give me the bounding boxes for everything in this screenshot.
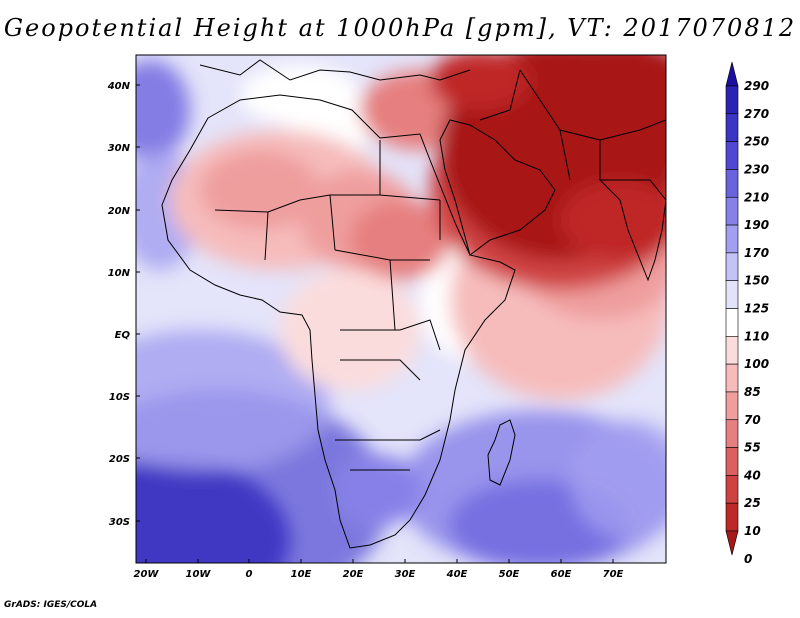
madagascar-coastline — [487, 419, 516, 486]
colorbar-label-250: 250 — [744, 135, 769, 149]
colorbar-segments — [725, 61, 739, 556]
colorbar-swatch-85 — [725, 363, 739, 393]
height-field — [136, 55, 666, 563]
colorbar-swatch-125 — [725, 280, 739, 309]
colorbar-label-0: 0 — [744, 552, 752, 566]
colorbar-labels: 2902702502302101901701501251101008570554… — [743, 79, 769, 566]
lat-label-20n: 20N — [108, 206, 131, 217]
lat-label-30s: 30S — [109, 517, 130, 528]
colorbar-swatch-290 — [725, 61, 739, 87]
colorbar-label-210: 210 — [744, 190, 769, 204]
lon-label-0: 0 — [246, 569, 253, 580]
country-borders — [214, 140, 441, 471]
lon-label-20e: 20E — [343, 569, 364, 580]
colorbar-label-150: 150 — [744, 274, 769, 288]
lon-label-50e: 50E — [499, 569, 520, 580]
colorbar-swatch-70 — [725, 391, 739, 421]
colorbar-swatch-230 — [725, 141, 739, 170]
lat-label-40n: 40N — [107, 81, 131, 92]
colorbar-swatch-190 — [725, 196, 739, 226]
colorbar-swatch-170 — [725, 224, 739, 254]
india-coastline — [598, 179, 666, 282]
lon-label-30e: 30E — [395, 569, 416, 580]
footer-credit: GrADS: IGES/COLA — [4, 600, 98, 610]
lat-label-10n: 10N — [108, 268, 131, 279]
colorbar-swatch-150 — [725, 252, 739, 281]
colorbar-swatch-0 — [725, 530, 739, 556]
colorbar-label-25: 25 — [744, 496, 761, 510]
colorbar-swatch-110 — [725, 308, 739, 337]
colorbar-label-290: 290 — [744, 79, 769, 93]
colorbar-label-125: 125 — [744, 302, 769, 316]
colorbar-label-10: 10 — [744, 524, 761, 538]
colorbar-swatch-270 — [725, 85, 739, 115]
lon-label-70e: 70E — [603, 569, 624, 580]
lon-label-60e: 60E — [551, 569, 572, 580]
arabia-coastline — [439, 119, 556, 256]
lon-label-10e: 10E — [291, 569, 312, 580]
colorbar-label-70: 70 — [744, 413, 761, 427]
axis-ticks — [136, 84, 614, 563]
colorbar-swatch-250 — [725, 113, 739, 142]
mediterranean-north — [199, 59, 471, 81]
colorbar-label-40: 40 — [743, 468, 761, 482]
lon-label-10w: 10W — [186, 569, 212, 580]
plot-frame — [135, 54, 667, 564]
lat-label-10s: 10S — [109, 392, 130, 403]
lat-label-20s: 20S — [109, 454, 130, 465]
colorbar-label-100: 100 — [744, 357, 769, 371]
lon-label-20w: 20W — [134, 569, 160, 580]
lat-label-eq: EQ — [115, 330, 131, 341]
colorbar-swatch-100 — [725, 336, 739, 365]
colorbar-swatch-40 — [725, 447, 739, 476]
colorbar-swatch-10 — [725, 502, 739, 532]
lat-label-30n: 30N — [108, 143, 131, 154]
colorbar-label-190: 190 — [744, 218, 769, 232]
lon-label-40e: 40E — [446, 569, 468, 580]
colorbar-label-85: 85 — [744, 385, 761, 399]
colorbar-label-230: 230 — [744, 162, 769, 176]
africa-coastline — [161, 94, 516, 549]
colorbar-swatch-25 — [725, 475, 739, 504]
colorbar-label-270: 270 — [744, 107, 769, 121]
colorbar-swatch-210 — [725, 169, 739, 198]
colorbar-label-170: 170 — [744, 246, 769, 260]
colorbar-label-110: 110 — [744, 329, 769, 343]
colorbar-swatch-55 — [725, 419, 739, 448]
coastlines — [161, 59, 666, 549]
chart-title: Geopotential Height at 1000hPa [gpm], VT… — [3, 14, 797, 42]
colorbar-label-55: 55 — [744, 441, 761, 455]
